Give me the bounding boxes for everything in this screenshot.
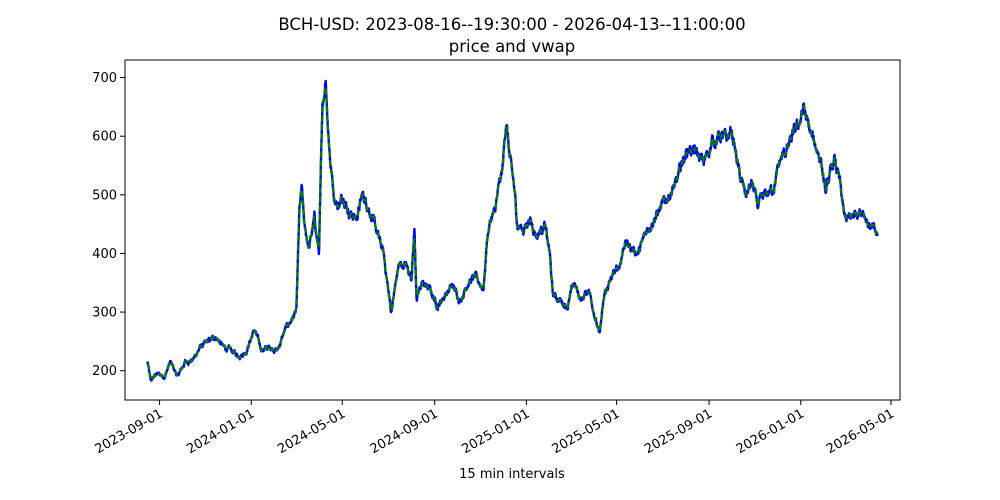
chart-subtitle: price and vwap: [449, 37, 575, 56]
x-tick-label: 2026-05-01: [824, 406, 897, 457]
x-axis: 2023-09-01 2024-01-01 2024-05-01 2024-09-01…: [93, 400, 897, 457]
y-tick-label: 400: [92, 247, 117, 262]
y-tick-label: 200: [92, 364, 117, 379]
vwap-series-line: [146, 86, 879, 381]
x-tick-label: 2025-09-01: [642, 406, 715, 457]
y-tick-label: 600: [92, 130, 117, 145]
plot-frame: [124, 59, 901, 401]
x-axis-label: 15 min intervals: [459, 467, 565, 482]
y-tick-label: 700: [92, 71, 117, 86]
y-axis: 200 300 400 500 600 700: [92, 71, 125, 379]
x-tick-label: 2026-01-01: [734, 406, 807, 457]
y-tick-label: 500: [92, 188, 117, 203]
x-tick-label: 2025-01-01: [459, 406, 532, 457]
y-tick-label: 300: [92, 306, 117, 321]
x-tick-label: 2024-01-01: [184, 406, 257, 457]
price-series-line: [146, 79, 879, 382]
x-tick-label: 2023-09-01: [93, 406, 166, 457]
chart-title: BCH-USD: 2023-08-16--19:30:00 - 2026-04-…: [278, 15, 745, 34]
plot-lines: [146, 79, 879, 382]
x-tick-label: 2025-05-01: [550, 406, 623, 457]
x-tick-label: 2024-05-01: [275, 406, 348, 457]
x-tick-label: 2024-09-01: [368, 406, 441, 457]
